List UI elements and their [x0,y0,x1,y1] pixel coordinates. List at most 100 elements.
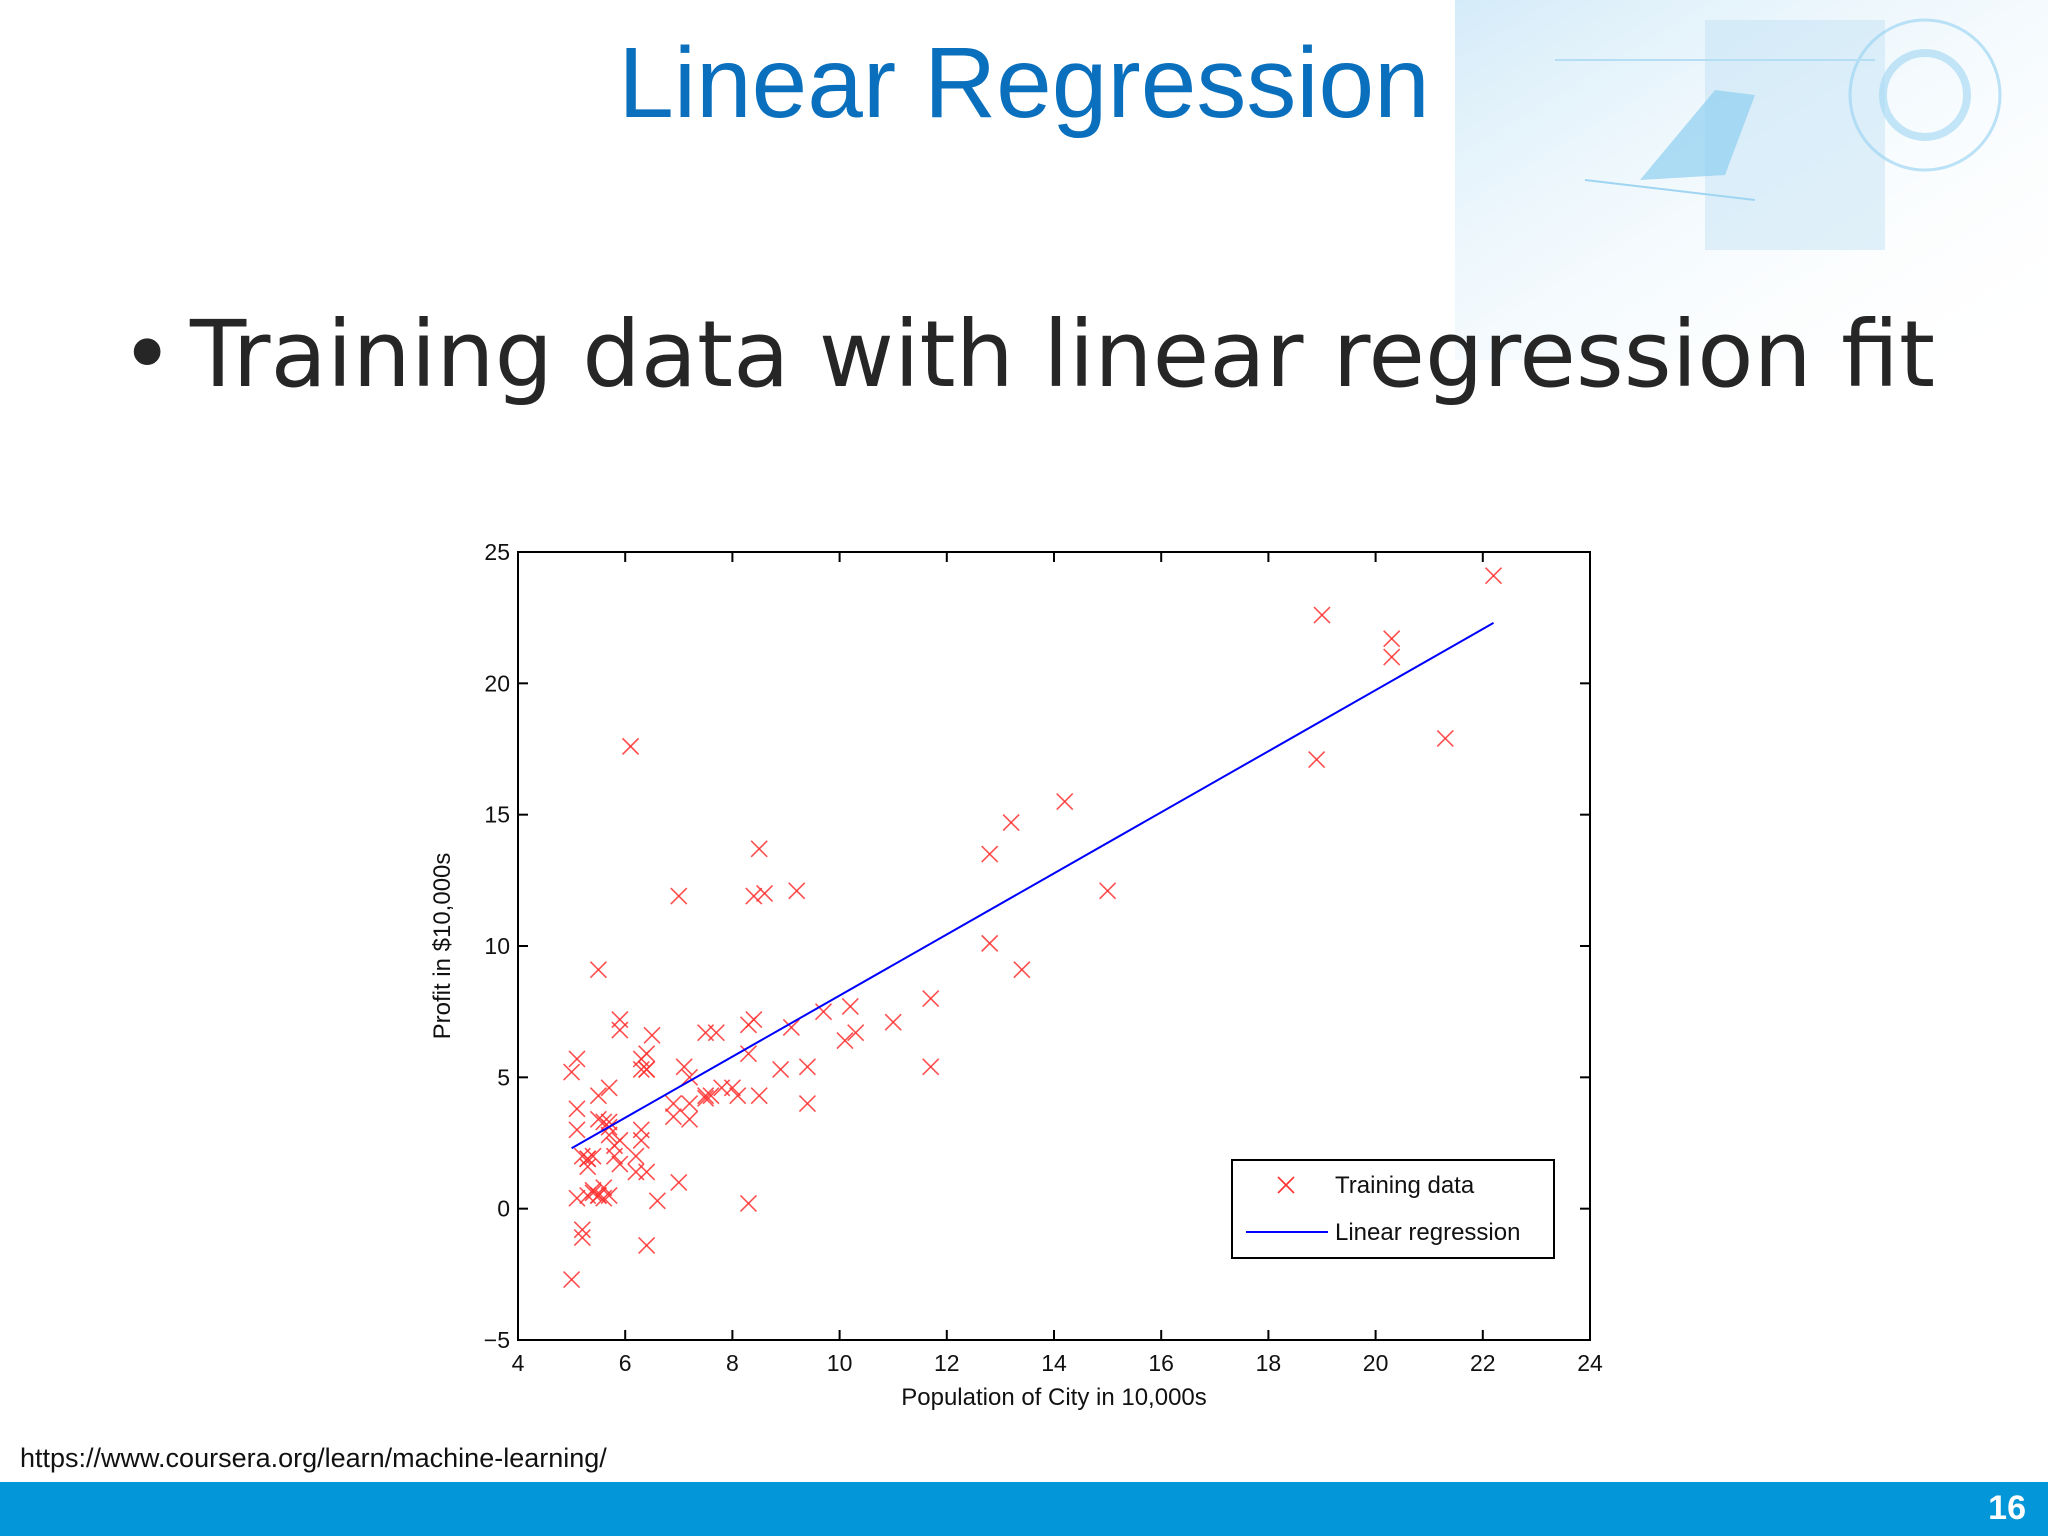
x-axis-ticks: 4 6 8 10 12 14 16 18 20 22 24 [512,552,1603,1376]
x-tick-label: 6 [619,1350,632,1376]
legend-label-regression: Linear regression [1335,1219,1520,1246]
data-point [981,934,999,952]
data-point [1056,792,1074,811]
data-point [600,1113,618,1131]
data-point [638,1045,656,1063]
data-point [750,1087,768,1105]
data-point [713,1079,731,1097]
data-point [739,1045,758,1063]
data-point [836,1031,854,1050]
data-point [1002,813,1020,832]
footer-bar [0,1482,2048,1536]
data-point [584,1184,602,1202]
data-point [729,1087,747,1105]
data-point [627,1163,645,1181]
data-point [680,1110,699,1128]
data-point [798,1058,817,1076]
x-axis-label: Population of City in 10,000s [901,1384,1207,1411]
data-point [788,882,806,900]
data-point [1099,882,1117,900]
source-link[interactable]: https://www.coursera.org/learn/machine-l… [20,1443,607,1473]
regression-line [571,622,1495,1150]
data-point [739,1194,758,1212]
fit-series [571,622,1495,1150]
data-point [589,1087,607,1105]
data-point [627,1147,645,1165]
data-point [589,1110,607,1128]
data-point [680,1068,699,1086]
decorative-background-graphic [1455,0,2048,360]
y-tick-label: 25 [484,539,510,565]
data-point [568,1189,586,1207]
data-point [798,1095,817,1113]
data-point [750,840,768,858]
data-point [670,887,688,905]
y-tick-label: 20 [484,670,510,696]
y-axis-ticks: −5 0 5 10 15 20 25 [484,539,1590,1353]
x-tick-label: 8 [726,1350,739,1376]
data-point [563,1063,581,1081]
data-point [1383,648,1401,666]
data-point [579,1158,597,1176]
data-point [702,1087,720,1105]
data-point [589,961,607,979]
y-tick-label: 5 [497,1064,510,1090]
data-point [707,1024,725,1042]
y-tick-label: 10 [484,933,510,959]
data-point [745,887,763,905]
data-point [600,1079,618,1097]
x-tick-label: 4 [512,1350,525,1376]
x-tick-label: 20 [1363,1350,1389,1376]
data-point [579,1150,597,1168]
data-point [573,1221,591,1239]
data-point [1383,630,1401,648]
data-point [605,1137,624,1155]
data-point [638,1236,656,1255]
page-number: 16 [1988,1489,2026,1527]
x-tick-label: 24 [1577,1350,1603,1376]
data-point [611,1155,629,1173]
data-point [675,1058,693,1076]
data-point [1484,567,1503,585]
data-point [755,884,774,903]
x-tick-label: 12 [934,1350,960,1376]
data-point [670,1173,688,1191]
data-point [922,1058,940,1076]
data-point [680,1095,699,1113]
data-point [1308,750,1326,769]
data-point [814,1003,833,1021]
data-point [841,997,859,1015]
data-point [782,1018,800,1036]
data-point [573,1147,591,1165]
data-point [664,1108,683,1126]
data-point [922,989,940,1008]
data-point [772,1060,790,1079]
data-point [847,1024,865,1042]
data-series [563,567,1503,1289]
data-point [697,1089,715,1107]
data-point [573,1228,591,1247]
bullet-text: Training data with linear regression fit [190,301,1936,408]
x-tick-label: 22 [1470,1350,1496,1376]
y-axis-label: Profit in $10,000s [429,853,456,1040]
y-tick-label: −5 [484,1327,510,1353]
data-point [595,1189,613,1207]
data-point [1313,606,1331,624]
data-point [648,1192,666,1210]
slide-title: Linear Regression [618,27,1430,139]
data-point [621,737,640,755]
bullet-point: • Training data with linear regression fi… [120,295,1935,415]
data-point [1436,729,1454,748]
data-point [643,1026,661,1044]
data-point [611,1010,629,1029]
x-tick-label: 16 [1148,1350,1174,1376]
data-point [664,1095,683,1113]
legend-label-training: Training data [1335,1172,1475,1199]
legend: Training data Linear regression [1231,1159,1555,1259]
data-point [884,1013,902,1031]
legend-box [1231,1159,1555,1259]
data-point [638,1060,656,1079]
x-tick-label: 14 [1041,1350,1067,1376]
data-point [568,1100,586,1118]
data-point [584,1181,602,1199]
